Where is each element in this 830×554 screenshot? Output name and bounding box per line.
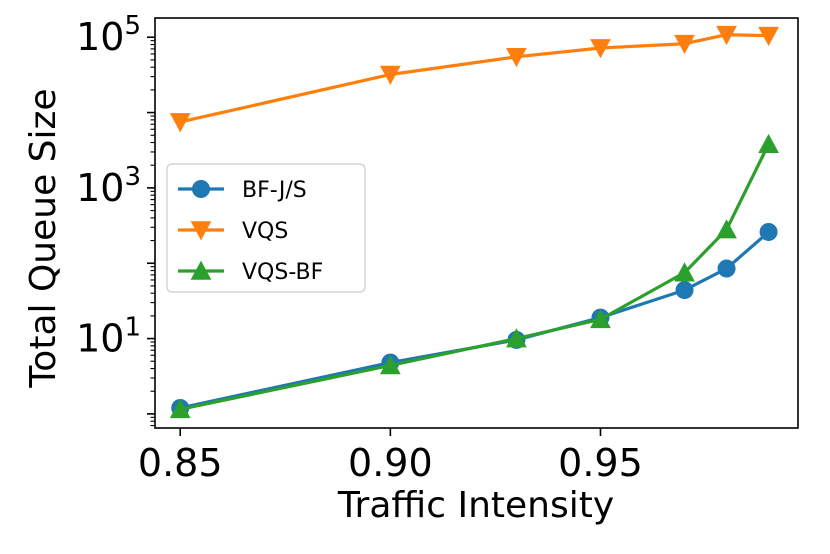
y-axis-label: Total Queue Size [23,88,64,388]
data-point [674,262,695,282]
y-tick-label: 103 [76,162,141,210]
plot-frame [154,17,799,429]
legend-entry: VQS-BF [178,260,323,285]
data-point [590,308,611,329]
data-point [506,47,527,68]
series-vqs-bf [169,133,779,419]
data-point [716,25,737,46]
data-point [716,219,737,239]
x-tick-label: 0.85 [138,441,223,485]
data-point [758,26,779,46]
legend: BF-J/S VQS VQS-BF [166,163,366,293]
legend-label: VQS-BF [242,260,323,285]
data-point [169,113,191,133]
data-point [506,328,527,348]
data-point [169,398,191,419]
data-point [590,39,611,59]
data-point [758,133,779,154]
series-layer [169,25,779,419]
data-point [379,355,401,375]
x-tick-label: 0.95 [558,441,643,485]
x-axis: 0.85 0.90 0.95 [138,428,643,485]
x-tick-label: 0.90 [348,441,433,485]
legend-entry: VQS [178,219,288,244]
series-vqs [169,25,779,133]
y-tick-label: 101 [76,313,141,361]
y-tick-label: 105 [76,11,141,59]
legend-box [166,163,366,293]
legend-label: VQS [242,219,288,244]
data-point [759,222,778,241]
legend-marker [192,180,210,198]
data-point [379,65,401,85]
legend-marker [190,260,212,280]
data-point [675,281,694,300]
y-axis: 101 103 105 [76,11,155,427]
legend-entry: BF-J/S [178,178,307,203]
data-point [674,34,695,55]
x-axis-label: Traffic Intensity [337,485,614,526]
legend-label: BF-J/S [242,178,307,203]
legend-marker [190,221,212,241]
data-point [717,259,736,278]
